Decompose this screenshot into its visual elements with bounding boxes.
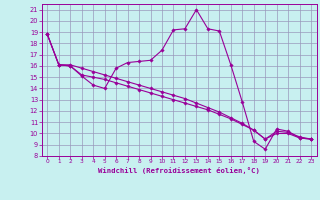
X-axis label: Windchill (Refroidissement éolien,°C): Windchill (Refroidissement éolien,°C)	[98, 167, 260, 174]
